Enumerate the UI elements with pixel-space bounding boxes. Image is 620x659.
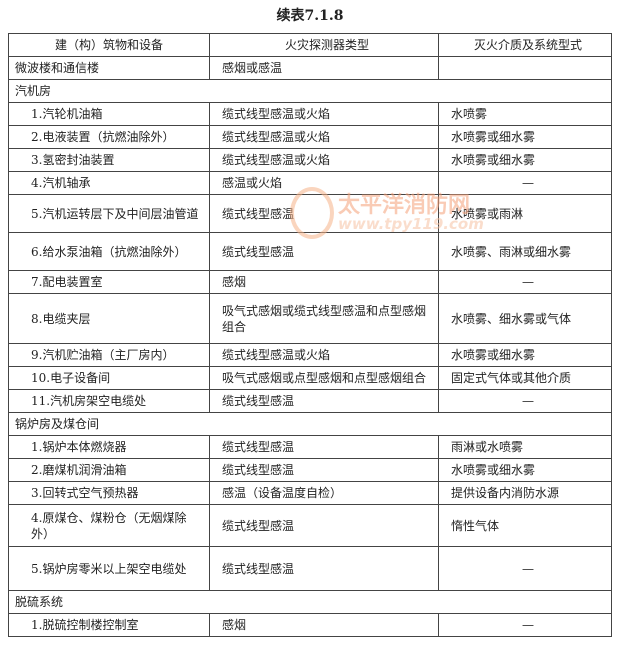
cell-detector-type: 感温（设备温度自检） [209, 481, 439, 505]
cell-building: 1.汽轮机油箱 [8, 102, 210, 126]
cell-extinguishing: 惰性气体 [438, 504, 612, 547]
cell-extinguishing: 提供设备内消防水源 [438, 481, 612, 505]
table-row: 3.氢密封油装置 缆式线型感温或火焰 水喷雾或细水雾 [8, 148, 612, 172]
cell-detector-type: 缆式线型感温 [209, 194, 439, 233]
cell-detector-type: 缆式线型感温 [209, 435, 439, 459]
cell-extinguishing: — [438, 270, 612, 294]
cell-extinguishing: 水喷雾或细水雾 [438, 148, 612, 172]
section-row: 脱硫系统 [8, 590, 612, 614]
cell-building: 11.汽机房架空电缆处 [8, 389, 210, 413]
table-header-row: 建（构）筑物和设备 火灾探测器类型 灭火介质及系统型式 [8, 33, 612, 57]
section-label: 脱硫系统 [8, 590, 612, 614]
cell-detector-type: 缆式线型感温 [209, 546, 439, 591]
cell-building: 5.锅炉房零米以上架空电缆处 [8, 546, 210, 591]
cell-building: 2.磨煤机润滑油箱 [8, 458, 210, 482]
cell-detector-type: 缆式线型感温或火焰 [209, 102, 439, 126]
table-row: 9.汽机贮油箱（主厂房内） 缆式线型感温或火焰 水喷雾或细水雾 [8, 343, 612, 367]
cell-building: 6.给水泵油箱（抗燃油除外） [8, 232, 210, 271]
cell-detector-type: 感烟 [209, 270, 439, 294]
cell-detector-type: 感烟或感温 [209, 56, 439, 80]
table-row: 7.配电装置室 感烟 — [8, 270, 612, 294]
cell-detector-type: 缆式线型感温 [209, 389, 439, 413]
table-row: 微波楼和通信楼 感烟或感温 [8, 56, 612, 80]
cell-extinguishing: 水喷雾、细水雾或气体 [438, 293, 612, 344]
fire-detection-table: 建（构）筑物和设备 火灾探测器类型 灭火介质及系统型式 微波楼和通信楼 感烟或感温… [8, 33, 612, 637]
table-row: 11.汽机房架空电缆处 缆式线型感温 — [8, 389, 612, 413]
cell-extinguishing: 水喷雾或雨淋 [438, 194, 612, 233]
cell-building: 10.电子设备间 [8, 366, 210, 390]
cell-detector-type: 吸气式感烟或点型感烟和点型感烟组合 [209, 366, 439, 390]
table-row: 1.脱硫控制楼控制室 感烟 — [8, 613, 612, 637]
cell-extinguishing: 水喷雾或细水雾 [438, 343, 612, 367]
cell-detector-type: 缆式线型感温 [209, 458, 439, 482]
cell-extinguishing: 水喷雾或细水雾 [438, 125, 612, 149]
cell-detector-type: 吸气式感烟或缆式线型感温和点型感烟组合 [209, 293, 439, 344]
cell-extinguishing: 雨淋或水喷雾 [438, 435, 612, 459]
cell-detector-type: 感烟 [209, 613, 439, 637]
cell-extinguishing [438, 56, 612, 80]
cell-building: 9.汽机贮油箱（主厂房内） [8, 343, 210, 367]
cell-building: 3.回转式空气预热器 [8, 481, 210, 505]
header-building: 建（构）筑物和设备 [8, 33, 210, 57]
table-row: 5.锅炉房零米以上架空电缆处 缆式线型感温 — [8, 546, 612, 591]
header-detector-type: 火灾探测器类型 [209, 33, 439, 57]
cell-building: 2.电液装置（抗燃油除外） [8, 125, 210, 149]
cell-extinguishing: 水喷雾 [438, 102, 612, 126]
cell-building: 8.电缆夹层 [8, 293, 210, 344]
cell-detector-type: 缆式线型感温或火焰 [209, 125, 439, 149]
table-row: 2.电液装置（抗燃油除外） 缆式线型感温或火焰 水喷雾或细水雾 [8, 125, 612, 149]
cell-extinguishing: — [438, 171, 612, 195]
table-row: 4.原煤仓、煤粉仓（无烟煤除外） 缆式线型感温 惰性气体 [8, 504, 612, 547]
cell-extinguishing: — [438, 389, 612, 413]
table-row: 5.汽机运转层下及中间层油管道 缆式线型感温 水喷雾或雨淋 [8, 194, 612, 233]
table-row: 3.回转式空气预热器 感温（设备温度自检） 提供设备内消防水源 [8, 481, 612, 505]
cell-detector-type: 缆式线型感温 [209, 232, 439, 271]
cell-detector-type: 缆式线型感温或火焰 [209, 148, 439, 172]
section-row: 锅炉房及煤仓间 [8, 412, 612, 436]
cell-extinguishing: 固定式气体或其他介质 [438, 366, 612, 390]
cell-building: 5.汽机运转层下及中间层油管道 [8, 194, 210, 233]
table-title: 续表7.1.8 [276, 8, 344, 24]
table-row: 10.电子设备间 吸气式感烟或点型感烟和点型感烟组合 固定式气体或其他介质 [8, 366, 612, 390]
cell-building: 7.配电装置室 [8, 270, 210, 294]
header-extinguishing: 灭火介质及系统型式 [438, 33, 612, 57]
cell-building: 4.汽机轴承 [8, 171, 210, 195]
cell-detector-type: 感温或火焰 [209, 171, 439, 195]
cell-extinguishing: — [438, 613, 612, 637]
cell-building: 4.原煤仓、煤粉仓（无烟煤除外） [8, 504, 210, 547]
cell-detector-type: 缆式线型感温或火焰 [209, 343, 439, 367]
cell-building: 1.锅炉本体燃烧器 [8, 435, 210, 459]
table-row: 8.电缆夹层 吸气式感烟或缆式线型感温和点型感烟组合 水喷雾、细水雾或气体 [8, 293, 612, 344]
cell-building: 1.脱硫控制楼控制室 [8, 613, 210, 637]
cell-detector-type: 缆式线型感温 [209, 504, 439, 547]
table-row: 1.锅炉本体燃烧器 缆式线型感温 雨淋或水喷雾 [8, 435, 612, 459]
table-row: 2.磨煤机润滑油箱 缆式线型感温 水喷雾或细水雾 [8, 458, 612, 482]
cell-extinguishing: 水喷雾或细水雾 [438, 458, 612, 482]
cell-extinguishing: 水喷雾、雨淋或细水雾 [438, 232, 612, 271]
table-row: 1.汽轮机油箱 缆式线型感温或火焰 水喷雾 [8, 102, 612, 126]
section-label: 汽机房 [8, 79, 612, 103]
table-row: 6.给水泵油箱（抗燃油除外） 缆式线型感温 水喷雾、雨淋或细水雾 [8, 232, 612, 271]
cell-building: 3.氢密封油装置 [8, 148, 210, 172]
cell-building: 微波楼和通信楼 [8, 56, 210, 80]
cell-extinguishing: — [438, 546, 612, 591]
section-row: 汽机房 [8, 79, 612, 103]
table-row: 4.汽机轴承 感温或火焰 — [8, 171, 612, 195]
section-label: 锅炉房及煤仓间 [8, 412, 612, 436]
